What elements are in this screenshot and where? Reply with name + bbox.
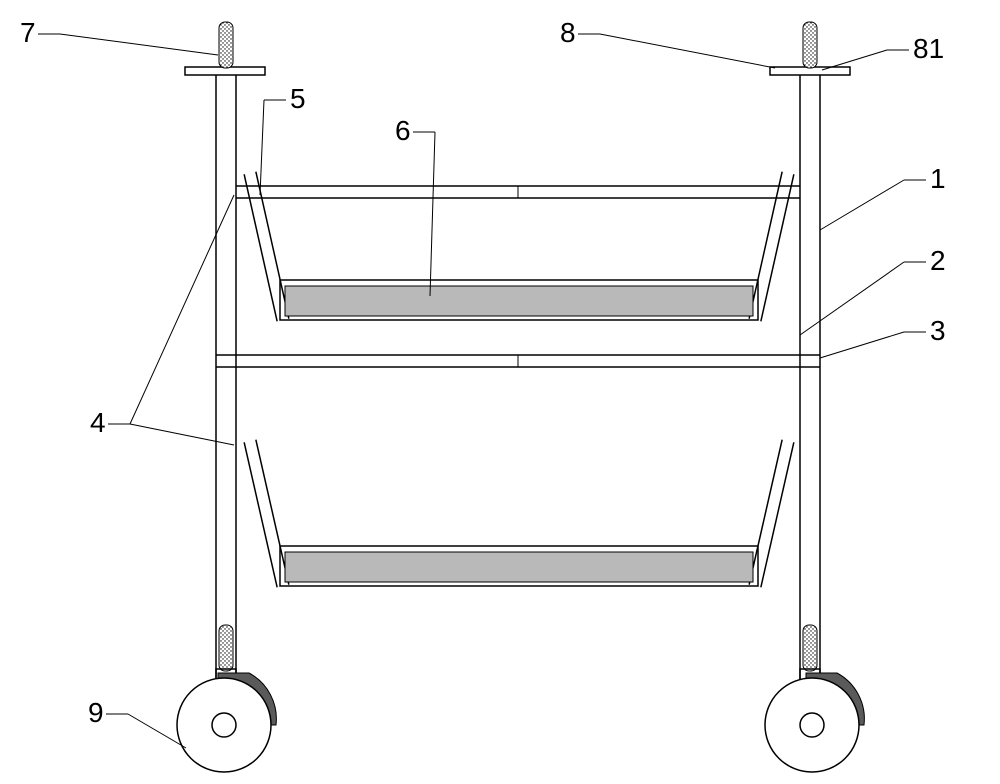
callout-label: 8: [560, 17, 576, 48]
leader-line: [820, 180, 904, 230]
leader-line: [60, 34, 218, 55]
leader-line: [430, 132, 435, 296]
callout-label: 1: [930, 163, 946, 194]
leader-line: [800, 262, 904, 335]
tray-shelf: [285, 552, 753, 582]
callout-label: 7: [20, 17, 36, 48]
tray-shelf: [285, 286, 753, 316]
callout-label: 6: [395, 115, 411, 146]
callout-label: 5: [290, 83, 306, 114]
callout-label: 9: [88, 697, 104, 728]
leader-line: [130, 195, 234, 424]
wheel-hub: [800, 713, 824, 737]
grip: [219, 625, 233, 671]
grip: [803, 22, 817, 68]
wheel-hub: [212, 713, 236, 737]
grip: [219, 22, 233, 68]
callout-label: 2: [930, 245, 946, 276]
callout-label: 3: [930, 315, 946, 346]
grip: [803, 625, 817, 671]
leader-line: [260, 100, 264, 195]
diagram-canvas: 7 8 81 5 6 1 2 3 4 9: [0, 0, 1000, 784]
leader-line: [822, 50, 887, 70]
leader-line: [130, 424, 234, 445]
callout-label: 81: [913, 33, 944, 64]
leader-line: [600, 34, 775, 68]
leader-line: [820, 332, 904, 358]
callout-label: 4: [90, 407, 106, 438]
